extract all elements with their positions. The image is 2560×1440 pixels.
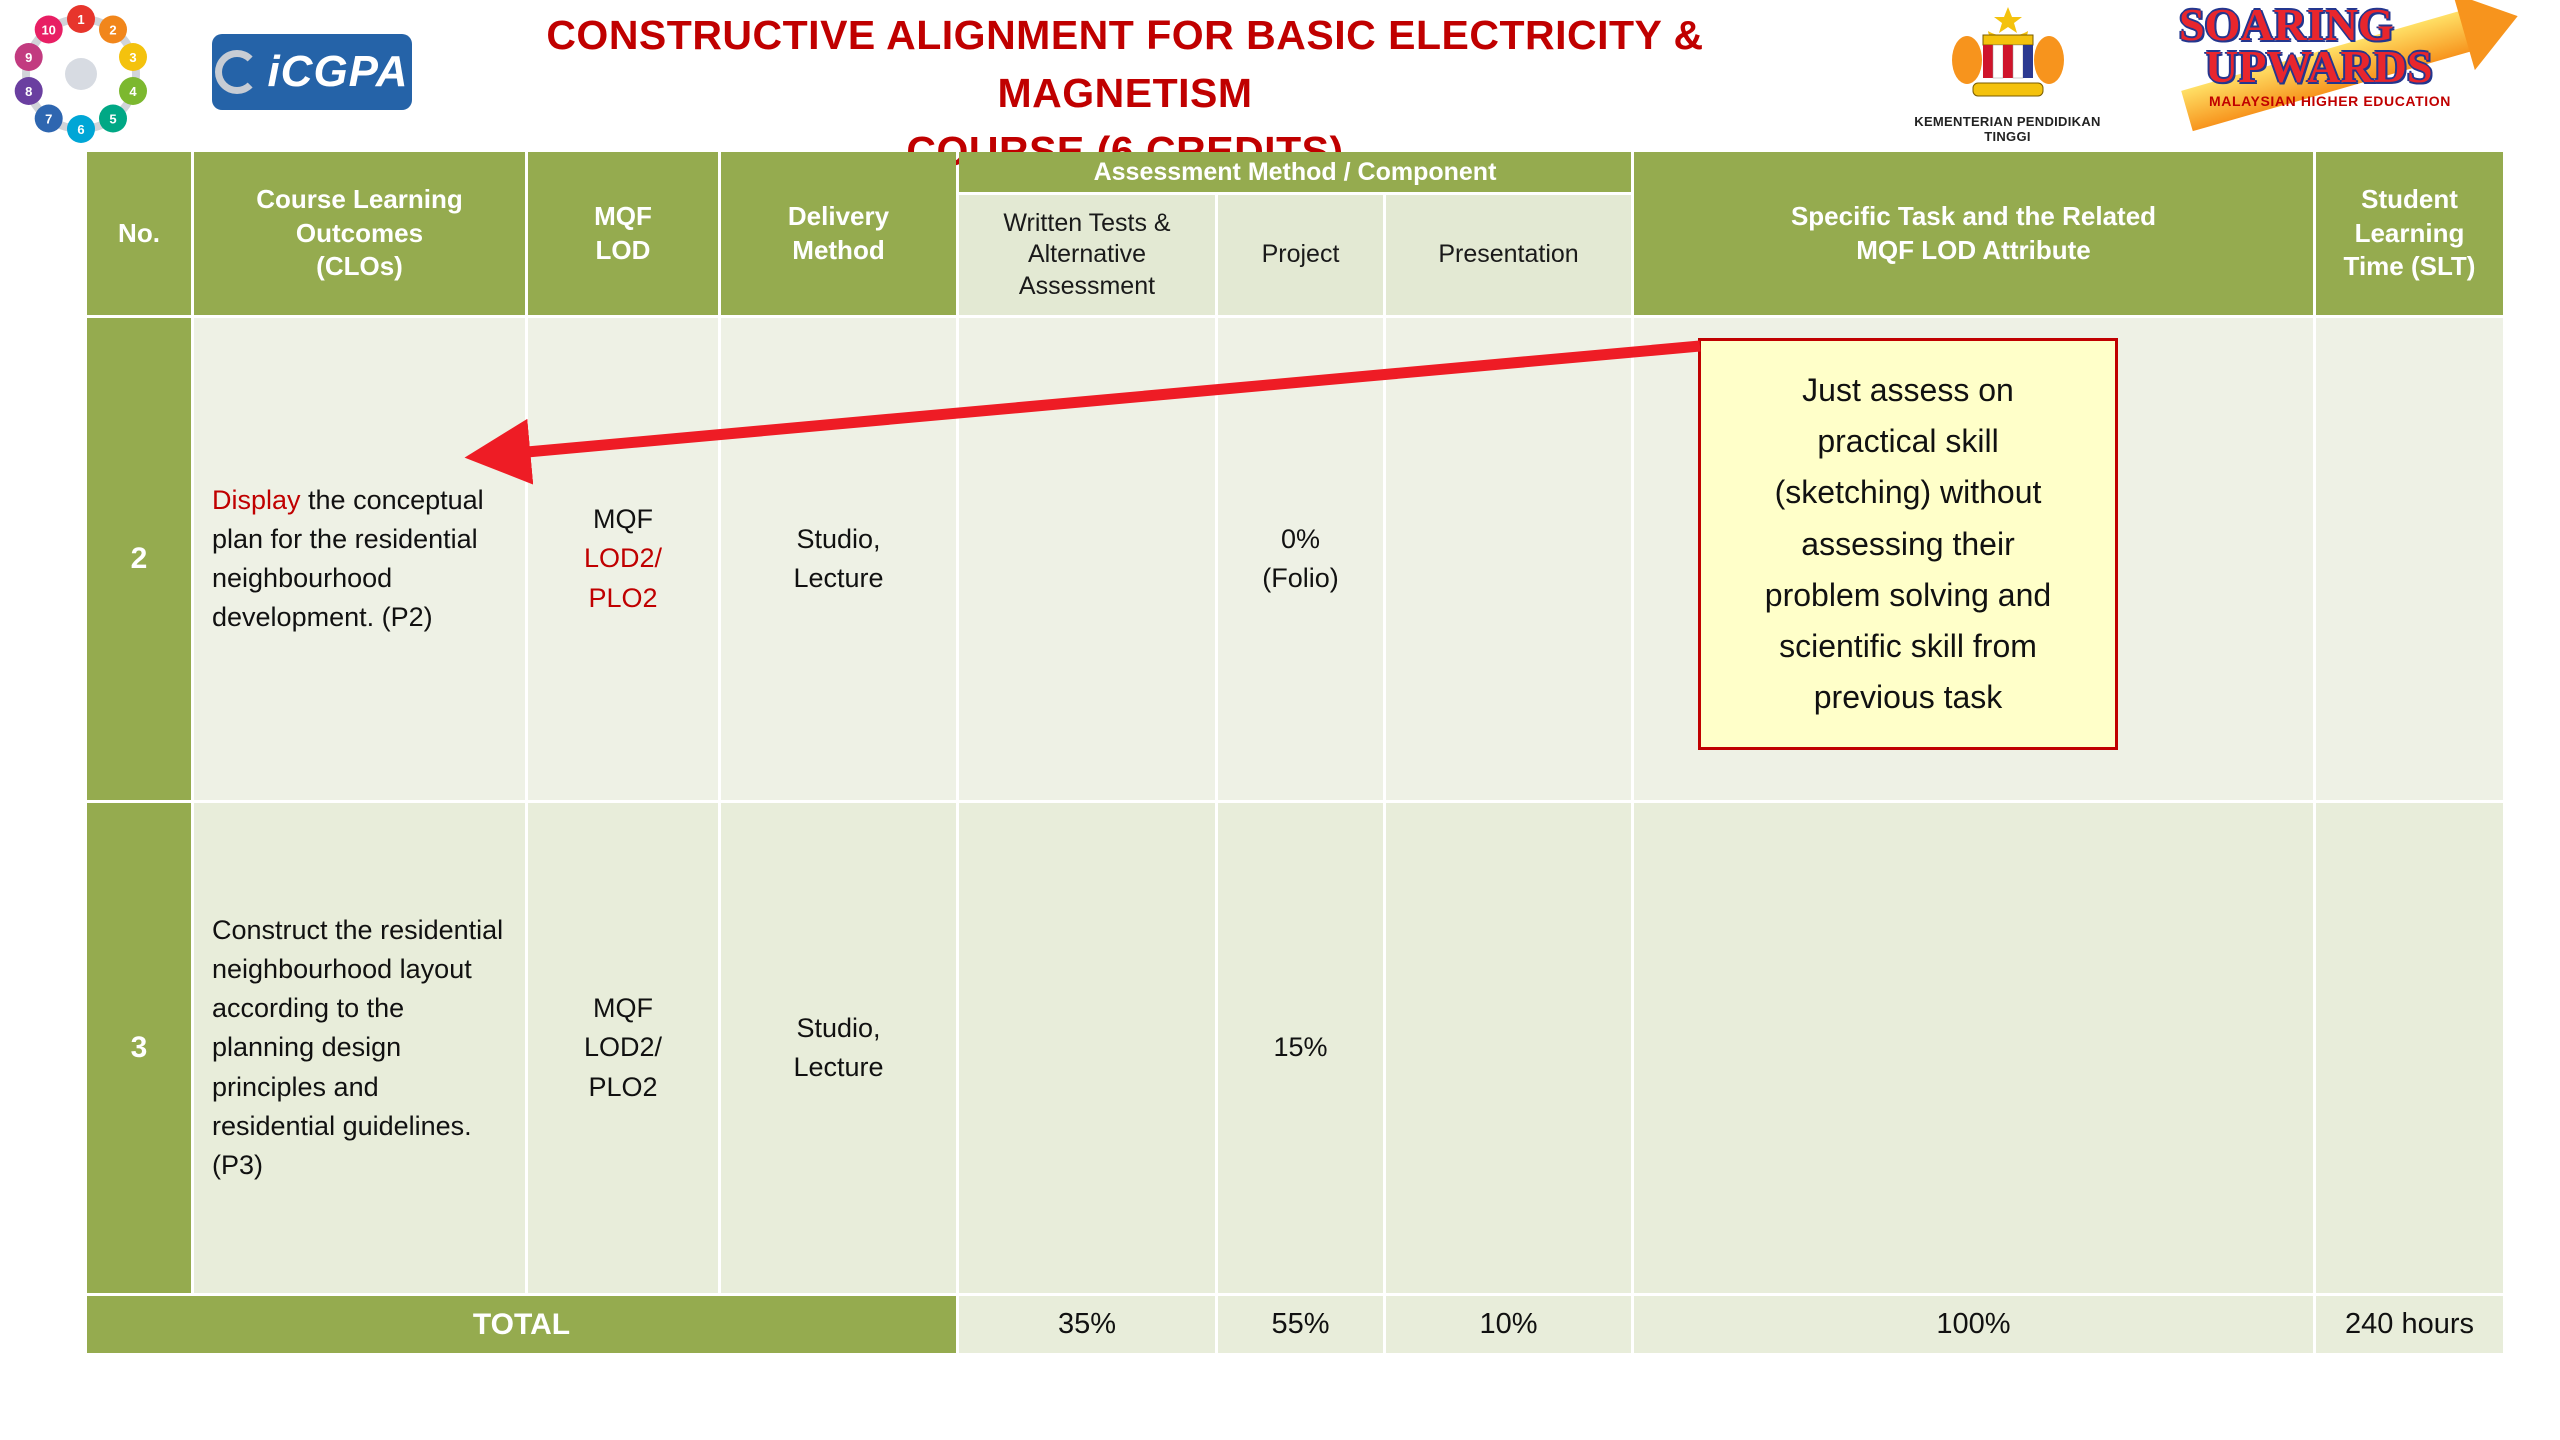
- wheel-number: 9: [25, 50, 32, 65]
- row3-clo-cell: Construct the residential neighbourhood …: [194, 803, 525, 1293]
- wheel-number: 10: [41, 23, 55, 38]
- soaring-line1: SOARING: [2179, 0, 2394, 50]
- row2-clo-cell: Display the conceptual plan for the resi…: [194, 318, 525, 800]
- ministry-caption: KEMENTERIAN PENDIDIKAN TINGGI: [1914, 114, 2101, 144]
- wheel-number: 4: [129, 84, 137, 99]
- soaring-line2: UPWARDS: [2205, 41, 2433, 92]
- row2-task-cell: Just assess on practical skill (sketchin…: [1634, 318, 2313, 800]
- annotation-note: Just assess on practical skill (sketchin…: [1698, 338, 2118, 751]
- total-slt-cell: 240 hours: [2316, 1296, 2503, 1353]
- row2-clo-text: Display the conceptual plan for the resi…: [212, 484, 484, 633]
- row3-delivery-cell: Studio, Lecture: [721, 803, 956, 1293]
- icgpa-wheel-logo: 1 2 3 4 5 6 7 8 9 10: [6, 4, 156, 149]
- icgpa-swirl-icon: [215, 50, 260, 94]
- row2-mqf-cell: MQF LOD2/ PLO2: [528, 318, 718, 800]
- row3-project-cell: 15%: [1218, 803, 1383, 1293]
- slide-title-line1: CONSTRUCTIVE ALIGNMENT FOR BASIC ELECTRI…: [546, 12, 1704, 117]
- icgpa-logo-text: iCGPA: [267, 47, 409, 96]
- col-header-delivery: Delivery Method: [721, 152, 956, 315]
- total-task-cell: 100%: [1634, 1296, 2313, 1353]
- col-header-project: Project: [1218, 195, 1383, 315]
- wheel-number: 2: [109, 23, 116, 38]
- row3-clo-text: Construct the residential neighbourhood …: [212, 915, 504, 1180]
- total-presentation-cell: 10%: [1386, 1296, 1631, 1353]
- wheel-number: 7: [45, 112, 52, 127]
- total-label-cell: TOTAL: [87, 1296, 956, 1353]
- row2-written-cell: [959, 318, 1215, 800]
- row2-number-cell: 2: [87, 318, 191, 800]
- row2-clo-verb: Display: [212, 484, 301, 515]
- total-project-cell: 55%: [1218, 1296, 1383, 1353]
- wheel-number: 6: [77, 122, 84, 137]
- col-header-written-tests: Written Tests & Alternative Assessment: [959, 195, 1215, 315]
- row2-project-cell: 0% (Folio): [1218, 318, 1383, 800]
- col-header-mqf-lod: MQF LOD: [528, 152, 718, 315]
- row3-presentation-cell: [1386, 803, 1631, 1293]
- icgpa-logo: iCGPA: [212, 34, 412, 110]
- wheel-number: 5: [109, 112, 116, 127]
- total-written-cell: 35%: [959, 1296, 1215, 1353]
- row3-task-cell: [1634, 803, 2313, 1293]
- alignment-table: No. Course Learning Outcomes (CLOs) MQF …: [87, 152, 2503, 1353]
- row3-mqf-cell: MQF LOD2/ PLO2: [528, 803, 718, 1293]
- row2-slt-cell: [2316, 318, 2503, 800]
- soaring-caption: MALAYSIAN HIGHER EDUCATION: [2209, 93, 2451, 109]
- wheel-number: 8: [25, 84, 32, 99]
- row3-slt-cell: [2316, 803, 2503, 1293]
- col-header-no: No.: [87, 152, 191, 315]
- col-header-assessment-group: Assessment Method / Component: [959, 152, 1631, 192]
- wheel-number: 1: [77, 12, 84, 27]
- slide-title: CONSTRUCTIVE ALIGNMENT FOR BASIC ELECTRI…: [430, 6, 1820, 181]
- col-header-clos: Course Learning Outcomes (CLOs): [194, 152, 525, 315]
- col-header-presentation: Presentation: [1386, 195, 1631, 315]
- row3-number-cell: 3: [87, 803, 191, 1293]
- wheel-number: 3: [129, 50, 136, 65]
- row2-presentation-cell: [1386, 318, 1631, 800]
- soaring-upwards-logo: SOARING UPWARDS MALAYSIAN HIGHER EDUCATI…: [2175, 0, 2545, 152]
- row2-delivery-cell: Studio, Lecture: [721, 318, 956, 800]
- ministry-emblem-icon: [1951, 7, 2064, 97]
- ministry-logo: KEMENTERIAN PENDIDIKAN TINGGI: [1890, 4, 2125, 144]
- col-header-specific-task: Specific Task and the Related MQF LOD At…: [1634, 152, 2313, 315]
- col-header-slt: Student Learning Time (SLT): [2316, 152, 2503, 315]
- row3-written-cell: [959, 803, 1215, 1293]
